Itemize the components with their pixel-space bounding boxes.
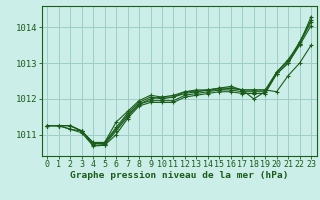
X-axis label: Graphe pression niveau de la mer (hPa): Graphe pression niveau de la mer (hPa) [70,171,288,180]
